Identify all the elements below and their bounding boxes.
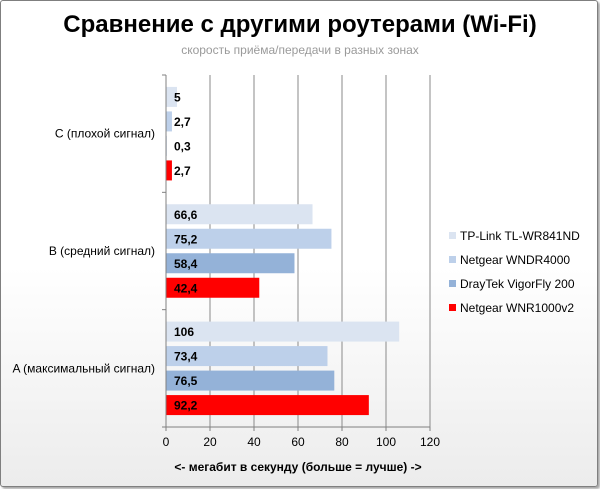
bar bbox=[166, 86, 177, 107]
legend-label: TP-Link TL-WR841ND bbox=[460, 229, 580, 243]
data-label: 92,2 bbox=[174, 399, 198, 413]
bar bbox=[166, 277, 260, 298]
bar bbox=[166, 204, 313, 225]
data-label: 76,5 bbox=[174, 374, 198, 388]
x-tick-label: 20 bbox=[203, 435, 217, 449]
bar bbox=[166, 111, 172, 132]
x-tick-label: 120 bbox=[420, 435, 440, 449]
bar bbox=[166, 160, 172, 181]
bar bbox=[166, 346, 328, 367]
legend: TP-Link TL-WR841ND Netgear WNDR4000 DrayTe… bbox=[449, 229, 580, 315]
data-label: 2,7 bbox=[174, 164, 191, 178]
category-label: C (плохой сигнал) bbox=[55, 127, 155, 141]
legend-swatch bbox=[449, 232, 456, 239]
x-tick-label: 40 bbox=[247, 435, 261, 449]
x-tick-label: 80 bbox=[335, 435, 349, 449]
legend-swatch bbox=[449, 280, 456, 287]
legend-label: DrayTek VigorFly 200 bbox=[460, 277, 575, 291]
data-label: 106 bbox=[174, 325, 194, 339]
x-tick-label: 0 bbox=[163, 435, 170, 449]
data-label: 2,7 bbox=[174, 115, 191, 129]
chart-subtitle: скорость приёма/передачи в разных зонах bbox=[181, 43, 419, 57]
data-label: 73,4 bbox=[174, 350, 198, 364]
legend-swatch bbox=[449, 256, 456, 263]
bar bbox=[166, 321, 400, 342]
bar bbox=[166, 395, 369, 416]
data-label: 5 bbox=[174, 90, 181, 104]
category-label: A (максимальный сигнал) bbox=[12, 361, 155, 375]
data-label: 75,2 bbox=[174, 232, 198, 246]
data-label: 66,6 bbox=[174, 208, 198, 222]
data-label: 0,3 bbox=[174, 139, 191, 153]
bar bbox=[166, 370, 335, 391]
chart-title: Сравнение с другими роутерами (Wi-Fi) bbox=[63, 11, 537, 38]
legend-swatch bbox=[449, 304, 456, 311]
bars: 5 2,7 0,3 2,7 66,6 75,2 58,4 42,4 106 73,4 76,5 92,… bbox=[166, 86, 400, 416]
legend-label: Netgear WNDR4000 bbox=[460, 253, 570, 267]
data-label: 42,4 bbox=[174, 281, 198, 295]
bar bbox=[166, 228, 332, 249]
x-tick-label: 60 bbox=[291, 435, 305, 449]
bar bbox=[166, 253, 295, 274]
legend-label: Netgear WNR1000v2 bbox=[460, 301, 574, 315]
gridlines bbox=[209, 75, 431, 427]
x-axis-title: <- мегабит в секунду (больше = лучше) -> bbox=[174, 460, 421, 474]
axes: 0 20 40 60 80 100 120 C (плохой сигнал) B (средн… bbox=[12, 74, 440, 449]
data-label: 58,4 bbox=[174, 257, 198, 271]
x-tick-label: 100 bbox=[376, 435, 396, 449]
category-label: B (средний сигнал) bbox=[49, 244, 155, 258]
